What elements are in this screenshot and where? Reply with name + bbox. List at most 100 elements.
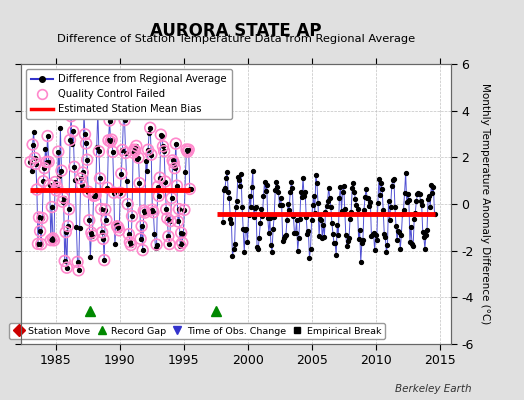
Point	[101, 206, 110, 213]
Point	[154, 184, 162, 190]
Point	[73, 259, 82, 265]
Point	[107, 136, 116, 143]
Point	[161, 178, 169, 185]
Point	[42, 159, 51, 165]
Point	[122, 150, 130, 156]
Point	[116, 190, 124, 196]
Point	[91, 192, 99, 199]
Point	[184, 146, 193, 153]
Point	[102, 217, 111, 223]
Point	[65, 206, 73, 212]
Point	[46, 182, 54, 188]
Point	[160, 148, 168, 154]
Point	[100, 257, 108, 263]
Point	[48, 204, 56, 210]
Point	[175, 206, 183, 212]
Point	[85, 217, 93, 224]
Point	[92, 192, 100, 198]
Point	[40, 165, 49, 171]
Point	[77, 175, 85, 182]
Point	[121, 117, 129, 123]
Point	[149, 209, 158, 216]
Point	[173, 182, 181, 189]
Point	[163, 215, 171, 222]
Point	[182, 146, 191, 153]
Point	[132, 143, 140, 149]
Point	[106, 138, 115, 145]
Y-axis label: Monthly Temperature Anomaly Difference (°C): Monthly Temperature Anomaly Difference (…	[480, 83, 490, 325]
Point	[169, 160, 178, 166]
Point	[148, 206, 157, 213]
Point	[26, 159, 35, 165]
Point	[144, 146, 152, 153]
Point	[47, 237, 55, 243]
Point	[54, 148, 62, 155]
Point	[167, 195, 176, 201]
Point	[79, 169, 87, 176]
Point	[131, 148, 139, 154]
Point	[69, 128, 78, 134]
Point	[59, 194, 68, 201]
Point	[146, 125, 155, 131]
Point	[134, 154, 143, 161]
Point	[51, 179, 59, 185]
Point	[162, 206, 170, 212]
Point	[35, 214, 43, 220]
Point	[110, 190, 118, 196]
Point	[36, 228, 45, 234]
Point	[136, 236, 145, 242]
Point	[105, 117, 114, 124]
Point	[159, 143, 167, 150]
Point	[43, 133, 52, 139]
Point	[124, 201, 132, 207]
Point	[83, 156, 91, 163]
Point	[155, 193, 163, 199]
Point	[137, 223, 146, 229]
Point	[103, 184, 112, 191]
Point	[52, 187, 60, 194]
Point	[125, 231, 133, 237]
Point	[156, 174, 164, 181]
Point	[138, 247, 147, 253]
Point	[38, 215, 47, 221]
Point	[84, 188, 92, 195]
Point	[96, 175, 104, 182]
Point	[81, 131, 89, 138]
Point	[53, 184, 61, 191]
Text: Difference of Station Temperature Data from Regional Average: Difference of Station Temperature Data f…	[57, 34, 415, 44]
Point	[99, 236, 107, 242]
Point	[104, 137, 113, 144]
Point	[118, 147, 127, 153]
Point	[139, 208, 148, 214]
Point	[50, 237, 58, 244]
Point	[34, 241, 42, 247]
Point	[113, 223, 121, 230]
Point	[127, 242, 135, 248]
Point	[70, 164, 79, 170]
Point	[171, 165, 179, 171]
Point	[64, 223, 72, 229]
Point	[39, 178, 48, 184]
Point	[117, 170, 126, 177]
Point	[164, 233, 172, 240]
Point	[78, 182, 86, 188]
Point	[49, 235, 57, 242]
Point	[32, 186, 41, 193]
Point	[178, 240, 187, 246]
Point	[67, 113, 75, 120]
Point	[45, 159, 53, 165]
Point	[87, 230, 95, 236]
Point	[58, 198, 67, 205]
Point	[135, 180, 144, 186]
Point	[183, 148, 192, 155]
Point	[108, 149, 117, 155]
Legend: Station Move, Record Gap, Time of Obs. Change, Empirical Break: Station Move, Record Gap, Time of Obs. C…	[9, 323, 385, 339]
Point	[88, 232, 96, 239]
Point	[30, 155, 39, 161]
Point	[61, 229, 70, 235]
Point	[80, 111, 88, 117]
Point	[180, 207, 189, 213]
Point	[37, 241, 46, 248]
Point	[95, 148, 103, 154]
Point	[98, 229, 106, 236]
